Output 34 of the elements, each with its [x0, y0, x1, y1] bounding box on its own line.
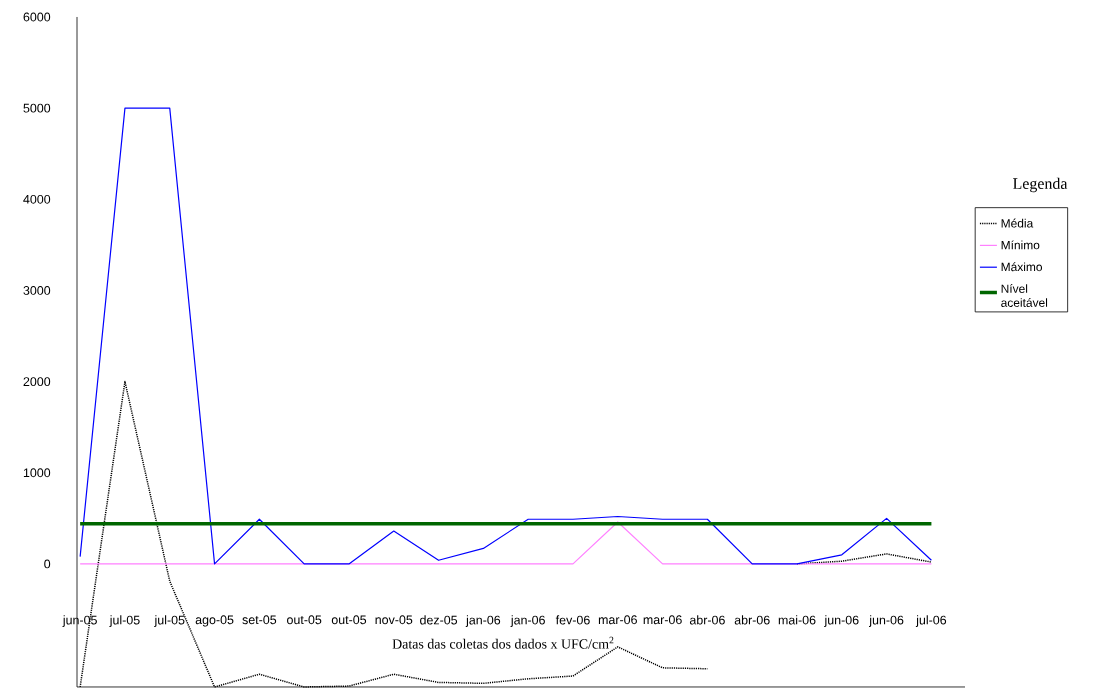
- y-tick-label: 1000: [23, 468, 51, 478]
- x-tick-label: abr-06: [734, 615, 770, 625]
- legend-label: Mínimo: [1001, 240, 1040, 250]
- x-axis-title: Datas das coletas dos dados x UFC/cm$^{2}$: [392, 636, 614, 649]
- legend-title: Legenda: [1013, 177, 1068, 193]
- x-tick-label: out-05: [331, 615, 367, 625]
- x-tick-label: mai-06: [778, 615, 816, 625]
- x-tick-label: jun-05: [62, 615, 97, 627]
- x-tick-label: set-05: [242, 615, 277, 625]
- x-tick-label: abr-06: [689, 615, 725, 625]
- x-tick-label: jul-06: [915, 615, 947, 627]
- x-tick-label: jan-06: [465, 615, 501, 627]
- legend-label: Nível aceitável: [1001, 284, 1048, 307]
- x-tick-label: ago-05: [195, 615, 234, 627]
- x-tick-label: out-05: [287, 615, 322, 625]
- x-tick-label: nov-05: [375, 615, 413, 625]
- y-tick-label: 5000: [23, 103, 51, 113]
- x-tick-label: dez-05: [420, 615, 458, 625]
- x-tick-label: mar-06: [643, 615, 682, 625]
- line-series: [79, 107, 933, 565]
- legend-label: Máximo: [1001, 262, 1043, 272]
- legend-label: Média: [1001, 218, 1034, 228]
- x-tick-label: fev-06: [555, 615, 590, 625]
- y-tick-label: 3000: [23, 286, 51, 295]
- y-tick-label: 4000: [23, 194, 51, 204]
- x-tick-label: mar-06: [598, 615, 637, 625]
- y-tick-label: 0: [44, 559, 51, 569]
- x-tick-label: jul-05: [154, 615, 185, 627]
- y-tick-label: 2000: [23, 377, 51, 387]
- x-tick-label: jun-06: [824, 615, 859, 627]
- x-tick-label: jun-06: [869, 615, 904, 627]
- y-tick-label: 6000: [23, 12, 51, 22]
- x-tick-label: jul-05: [109, 615, 140, 627]
- x-tick-label: jan-06: [510, 615, 545, 627]
